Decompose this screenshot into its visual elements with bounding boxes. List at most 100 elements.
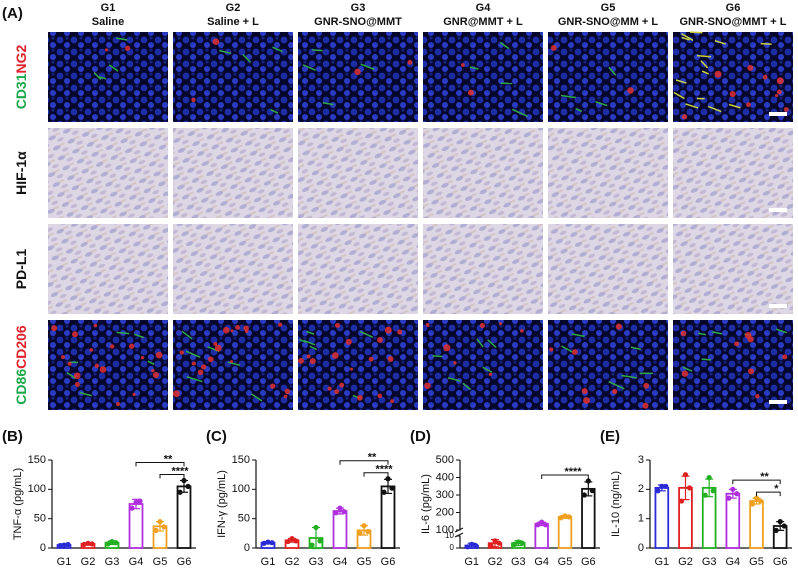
stain (334, 389, 340, 395)
data-point (261, 540, 267, 546)
data-point (686, 485, 693, 491)
bar (581, 487, 596, 549)
scale-bar (769, 112, 787, 116)
stain (283, 394, 288, 399)
row-label: PD-L1 (13, 249, 29, 290)
data-point (309, 542, 315, 548)
stain (230, 329, 234, 333)
stain (243, 325, 249, 332)
micrograph (173, 320, 293, 410)
stain (487, 339, 497, 348)
micrograph (673, 224, 793, 314)
y-tick-label: 0 (244, 542, 250, 554)
stain (775, 328, 788, 334)
stain (116, 37, 128, 41)
x-tick-label: G2 (678, 556, 693, 568)
stain (357, 394, 363, 401)
column-group: G5 (601, 2, 616, 14)
x-tick-label: G2 (81, 556, 96, 568)
micrograph (673, 320, 793, 410)
stain (191, 361, 196, 366)
stain (476, 338, 484, 348)
micrograph (673, 32, 793, 122)
stain (729, 90, 736, 98)
data-point (289, 536, 295, 542)
bar (557, 515, 573, 549)
data-point (265, 539, 271, 545)
micrograph (423, 128, 543, 218)
stain (298, 357, 304, 364)
panel-label: (E) (600, 428, 620, 445)
bar (534, 522, 549, 549)
stain (306, 330, 315, 335)
stain (482, 366, 493, 373)
x-tick-label: G3 (309, 556, 324, 568)
column-name: GNR@MMT + L (443, 16, 523, 28)
x-tick-label: G4 (129, 556, 144, 568)
stain (424, 382, 431, 389)
stain (201, 364, 207, 370)
y-axis-label: TNF-α (pg/mL) (12, 468, 24, 540)
data-point (361, 523, 367, 529)
x-tick-label: G2 (488, 556, 503, 568)
data-point (181, 477, 187, 484)
stain (447, 377, 461, 382)
bar (749, 500, 764, 549)
panel-label: (B) (2, 428, 23, 445)
row-label-part: CD206 (13, 325, 29, 369)
stain (680, 330, 687, 337)
data-point (105, 541, 111, 547)
stain (191, 97, 196, 103)
row-label: CD86CD206 (13, 325, 29, 405)
data-point (753, 495, 760, 501)
stain (272, 46, 283, 53)
micrograph (173, 224, 293, 314)
y-tick-label: 150 (232, 454, 250, 466)
x-tick-label: G6 (381, 556, 396, 568)
stain (61, 355, 65, 359)
stain (181, 330, 193, 340)
stain (746, 102, 751, 108)
stain (595, 101, 608, 107)
stain (755, 394, 760, 399)
x-tick-label: G1 (57, 556, 72, 568)
stain (479, 322, 486, 329)
stain (349, 367, 354, 371)
x-tick-label: G4 (534, 556, 549, 568)
y-tick-label: 100 (436, 524, 454, 536)
stain (608, 66, 617, 76)
stain (467, 89, 474, 96)
data-point (566, 514, 572, 520)
data-point (269, 540, 275, 546)
stain (575, 107, 583, 113)
micrograph (548, 320, 668, 410)
micrograph (298, 320, 418, 410)
stain (185, 350, 201, 358)
stain (132, 392, 136, 397)
x-tick-label: G3 (511, 556, 526, 568)
micrograph (298, 32, 418, 122)
micrograph (673, 128, 793, 218)
panel-label: (D) (410, 428, 431, 445)
stain (124, 45, 131, 51)
stain (734, 341, 740, 347)
stain (387, 356, 394, 362)
stain (407, 59, 413, 65)
stain (186, 375, 203, 383)
stain (155, 351, 163, 359)
column-name: GNR-SNO@MMT + L (680, 16, 787, 28)
significance-bracket (159, 474, 185, 479)
panel-label: (A) (2, 5, 23, 22)
stain (499, 41, 510, 50)
stain (309, 345, 318, 351)
data-point (734, 491, 740, 497)
data-point (385, 476, 391, 482)
y-tick-label: 100 (28, 483, 46, 495)
stain (612, 388, 618, 395)
data-point (389, 485, 395, 491)
stain (322, 101, 334, 106)
x-tick-label: G3 (105, 556, 120, 568)
stain (712, 331, 723, 335)
stain (151, 369, 155, 373)
stain (79, 391, 92, 397)
